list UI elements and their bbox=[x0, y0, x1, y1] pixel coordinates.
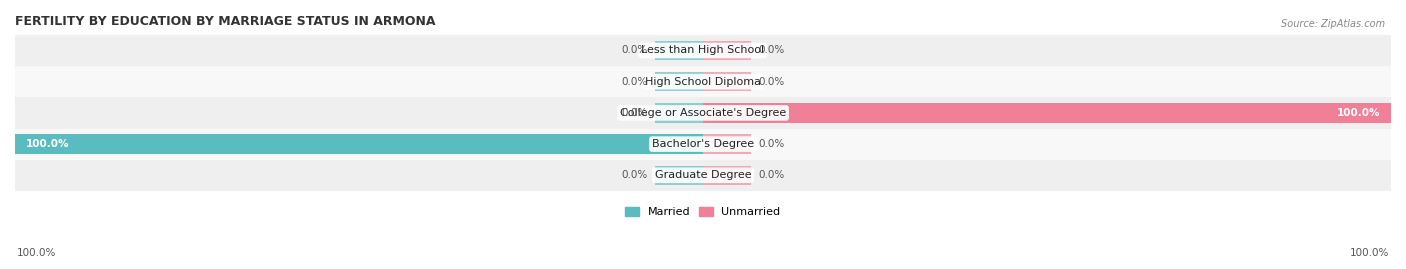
Text: 0.0%: 0.0% bbox=[758, 45, 785, 55]
Text: 100.0%: 100.0% bbox=[1337, 108, 1381, 118]
Bar bbox=[703, 72, 751, 91]
Bar bbox=[655, 166, 703, 185]
Text: College or Associate's Degree: College or Associate's Degree bbox=[620, 108, 786, 118]
Text: 0.0%: 0.0% bbox=[621, 77, 648, 87]
Text: High School Diploma: High School Diploma bbox=[645, 77, 761, 87]
Text: 0.0%: 0.0% bbox=[621, 45, 648, 55]
Bar bbox=[655, 103, 703, 123]
Text: Less than High School: Less than High School bbox=[641, 45, 765, 55]
Text: 0.0%: 0.0% bbox=[758, 77, 785, 87]
Text: 100.0%: 100.0% bbox=[17, 248, 56, 258]
Bar bbox=[703, 103, 1391, 123]
Bar bbox=[15, 134, 703, 154]
Legend: Married, Unmarried: Married, Unmarried bbox=[621, 203, 785, 222]
Text: 0.0%: 0.0% bbox=[621, 108, 648, 118]
Bar bbox=[15, 66, 1391, 97]
Bar bbox=[15, 160, 1391, 191]
Text: FERTILITY BY EDUCATION BY MARRIAGE STATUS IN ARMONA: FERTILITY BY EDUCATION BY MARRIAGE STATU… bbox=[15, 15, 436, 28]
Bar bbox=[703, 166, 751, 185]
Text: 0.0%: 0.0% bbox=[758, 139, 785, 149]
Text: Graduate Degree: Graduate Degree bbox=[655, 170, 751, 180]
Bar bbox=[15, 97, 1391, 129]
Bar bbox=[703, 41, 751, 60]
Bar bbox=[655, 72, 703, 91]
Text: 0.0%: 0.0% bbox=[621, 170, 648, 180]
Bar bbox=[655, 41, 703, 60]
Bar bbox=[15, 129, 1391, 160]
Text: 100.0%: 100.0% bbox=[25, 139, 69, 149]
Bar bbox=[15, 35, 1391, 66]
Bar bbox=[703, 134, 751, 154]
Text: 0.0%: 0.0% bbox=[758, 170, 785, 180]
Text: 100.0%: 100.0% bbox=[1350, 248, 1389, 258]
Text: Bachelor's Degree: Bachelor's Degree bbox=[652, 139, 754, 149]
Text: Source: ZipAtlas.com: Source: ZipAtlas.com bbox=[1281, 19, 1385, 29]
